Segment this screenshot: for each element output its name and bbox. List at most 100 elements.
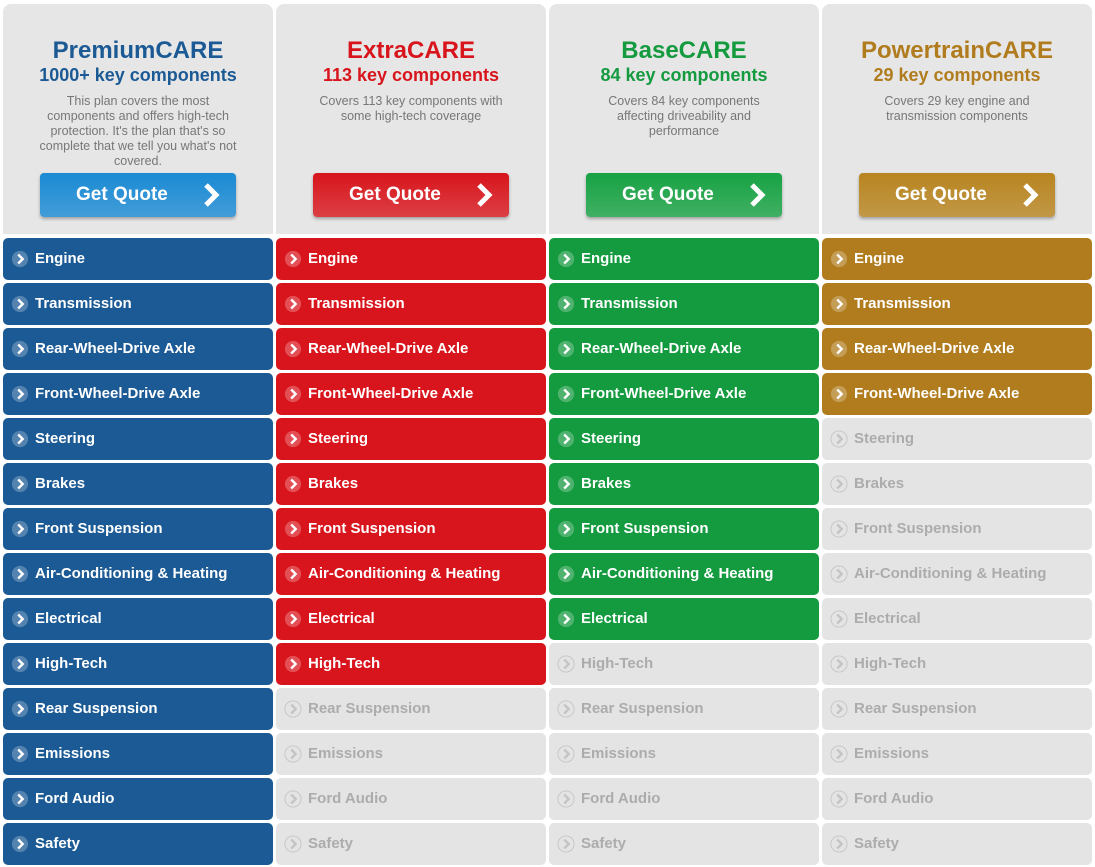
chevron-icon	[284, 430, 302, 448]
uncovered-component: Safety	[276, 823, 546, 865]
uncovered-component: Ford Audio	[276, 778, 546, 820]
covered-component: Brakes	[276, 463, 546, 505]
component-label: Front-Wheel-Drive Axle	[854, 385, 1020, 402]
covered-component: Steering	[549, 418, 819, 460]
get-quote-button[interactable]: Get Quote	[859, 173, 1055, 217]
get-quote-button[interactable]: Get Quote	[586, 173, 782, 217]
plan-description: Covers 29 key engine and transmission co…	[884, 94, 1030, 123]
plan-name: ExtraCARE	[346, 37, 476, 64]
chevron-icon	[830, 745, 848, 763]
component-label: Transmission	[35, 295, 132, 312]
chevron-icon	[830, 385, 848, 403]
component-label: Brakes	[854, 475, 905, 492]
component-label: Engine	[854, 250, 905, 267]
chevron-icon	[284, 475, 302, 493]
chevron-icon	[830, 250, 848, 268]
covered-component: Ford Audio	[3, 778, 273, 820]
component-label: Rear Suspension	[854, 700, 977, 717]
component-label: Front Suspension	[35, 520, 163, 537]
get-quote-button[interactable]: Get Quote	[40, 173, 236, 217]
component-label: Emissions	[308, 745, 384, 762]
covered-component: Front-Wheel-Drive Axle	[276, 373, 546, 415]
chevron-icon	[557, 790, 575, 808]
component-label: Front-Wheel-Drive Axle	[35, 385, 201, 402]
component-label: Front Suspension	[581, 520, 709, 537]
component-label: High-Tech	[854, 655, 927, 672]
component-label: Brakes	[35, 475, 86, 492]
uncovered-component: Emissions	[276, 733, 546, 775]
chevron-icon	[830, 430, 848, 448]
uncovered-component: Rear Suspension	[822, 688, 1092, 730]
plan-name: PowertrainCARE	[860, 37, 1054, 64]
plan-subtitle: 113 key components	[322, 65, 500, 85]
chevron-icon	[557, 610, 575, 628]
component-label: Transmission	[581, 295, 678, 312]
uncovered-component: Air-Conditioning & Heating	[822, 553, 1092, 595]
get-quote-button[interactable]: Get Quote	[313, 173, 509, 217]
covered-component: Emissions	[3, 733, 273, 775]
covered-component: Brakes	[549, 463, 819, 505]
button-label: Get Quote	[349, 184, 441, 205]
chevron-icon	[830, 835, 848, 853]
covered-component: Electrical	[276, 598, 546, 640]
uncovered-component: Rear Suspension	[276, 688, 546, 730]
plan-description: Covers 113 key components with some high…	[319, 94, 503, 123]
chevron-icon	[284, 610, 302, 628]
covered-component: Air-Conditioning & Heating	[549, 553, 819, 595]
uncovered-component: Front Suspension	[822, 508, 1092, 550]
plan-header: PremiumCARE 1000+ key components This plan…	[3, 4, 273, 234]
uncovered-component: Emissions	[822, 733, 1092, 775]
covered-component: Front Suspension	[276, 508, 546, 550]
chevron-icon	[284, 835, 302, 853]
component-label: Air-Conditioning & Heating	[308, 565, 501, 582]
covered-component: Rear-Wheel-Drive Axle	[549, 328, 819, 370]
covered-component: High-Tech	[276, 643, 546, 685]
covered-component: Engine	[549, 238, 819, 280]
chevron-icon	[557, 520, 575, 538]
chevron-icon	[284, 295, 302, 313]
component-label: Steering	[308, 430, 369, 447]
covered-component: Rear Suspension	[3, 688, 273, 730]
uncovered-component: Ford Audio	[549, 778, 819, 820]
button-label: Get Quote	[76, 184, 168, 205]
component-label: Front Suspension	[308, 520, 436, 537]
component-label: Front-Wheel-Drive Axle	[308, 385, 474, 402]
covered-component: Transmission	[276, 283, 546, 325]
plan-header: ExtraCARE 113 key components Covers 113 ke…	[276, 4, 546, 234]
component-label: Brakes	[308, 475, 359, 492]
chevron-icon	[284, 700, 302, 718]
chevron-icon	[11, 745, 29, 763]
covered-component: Engine	[822, 238, 1092, 280]
component-label: High-Tech	[581, 655, 654, 672]
chevron-icon	[830, 610, 848, 628]
button-arrow	[1023, 183, 1039, 207]
chevron-icon	[11, 520, 29, 538]
component-label: Rear-Wheel-Drive Axle	[854, 340, 1015, 357]
button-label: Get Quote	[622, 184, 714, 205]
chevron-icon	[830, 295, 848, 313]
plan-column: BaseCARE 84 key components Covers 84 key c…	[549, 4, 819, 865]
uncovered-component: High-Tech	[549, 643, 819, 685]
chevron-icon	[11, 700, 29, 718]
chevron-icon	[557, 475, 575, 493]
plan-description: Covers 84 key components affecting drive…	[608, 94, 760, 138]
plan-name: BaseCARE	[621, 37, 747, 64]
component-label: Safety	[35, 835, 81, 852]
chevron-icon	[11, 610, 29, 628]
covered-component: Transmission	[3, 283, 273, 325]
covered-component: Air-Conditioning & Heating	[276, 553, 546, 595]
chevron-icon	[557, 340, 575, 358]
chevron-icon	[557, 700, 575, 718]
component-label: Engine	[35, 250, 86, 267]
button-arrow	[204, 183, 220, 207]
chevron-icon	[11, 790, 29, 808]
chevron-icon	[284, 790, 302, 808]
chevron-icon	[284, 565, 302, 583]
plan-subtitle: 84 key components	[600, 65, 768, 85]
component-label: Rear-Wheel-Drive Axle	[308, 340, 469, 357]
covered-component: Steering	[3, 418, 273, 460]
covered-component: Front-Wheel-Drive Axle	[549, 373, 819, 415]
chevron-icon	[830, 700, 848, 718]
covered-component: Electrical	[3, 598, 273, 640]
